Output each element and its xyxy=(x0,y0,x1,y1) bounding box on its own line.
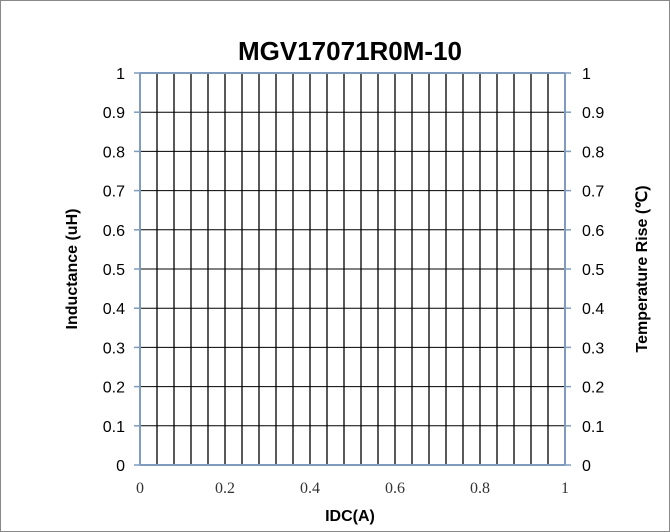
y2-tick-label: 0.6 xyxy=(582,223,604,240)
x-tick-label: 0.2 xyxy=(215,480,235,497)
y-tick-label: 0.7 xyxy=(103,184,125,201)
y-tick-label: 0.3 xyxy=(103,340,125,357)
x-tick-label: 0.8 xyxy=(470,480,490,497)
y2-tick-label: 0.8 xyxy=(582,144,604,161)
y2-tick-label: 0.2 xyxy=(582,380,604,397)
x-tick-label: 0.6 xyxy=(385,480,405,497)
y2-tick-label: 1 xyxy=(582,66,591,83)
y2-tick-label: 0.3 xyxy=(582,340,604,357)
tick-labels: 00.10.20.30.40.50.60.70.80.9100.10.20.30… xyxy=(103,66,605,497)
y-tick-label: 1 xyxy=(116,66,125,83)
y2-tick-label: 0 xyxy=(582,458,591,475)
x-axis-title: IDC(A) xyxy=(325,508,375,525)
y2-tick-label: 0.9 xyxy=(582,105,604,122)
y-tick-label: 0.5 xyxy=(103,262,125,279)
y-tick-label: 0.6 xyxy=(103,223,125,240)
axes xyxy=(134,72,571,466)
y-tick-label: 0 xyxy=(116,458,125,475)
chart-title: MGV17071R0M-10 xyxy=(238,36,462,66)
y2-tick-label: 0.4 xyxy=(582,301,604,318)
y-axis-title: Inductance (uH) xyxy=(64,209,81,330)
y-tick-label: 0.4 xyxy=(103,301,125,318)
grid xyxy=(140,73,565,465)
y2-tick-label: 0.7 xyxy=(582,184,604,201)
y-tick-label: 0.9 xyxy=(103,105,125,122)
y-tick-label: 0.8 xyxy=(103,144,125,161)
y2-tick-label: 0.5 xyxy=(582,262,604,279)
y-tick-label: 0.1 xyxy=(103,419,125,436)
x-tick-label: 0.4 xyxy=(300,480,320,497)
y2-tick-label: 0.1 xyxy=(582,419,604,436)
y-tick-label: 0.2 xyxy=(103,380,125,397)
x-tick-label: 1 xyxy=(561,480,569,497)
x-tick-label: 0 xyxy=(136,480,144,497)
y2-axis-title: Temperature Rise (℃) xyxy=(634,185,651,352)
